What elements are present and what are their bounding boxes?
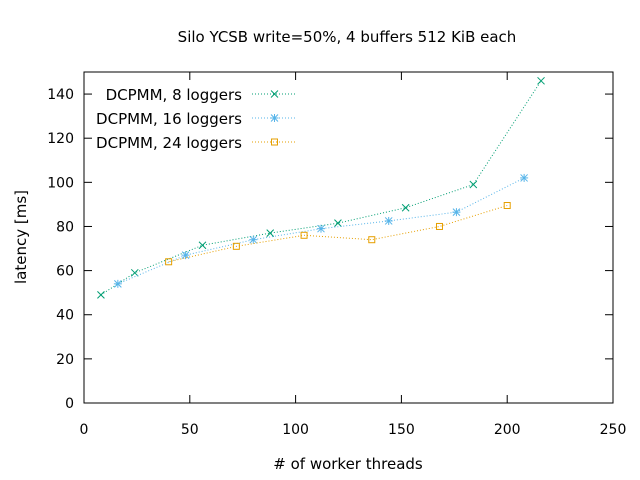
data-point xyxy=(232,242,240,250)
data-point xyxy=(435,222,443,230)
series-layer xyxy=(97,76,545,299)
x-tick-label: 200 xyxy=(494,422,521,438)
data-point xyxy=(316,224,325,233)
data-point xyxy=(266,229,275,237)
x-axis: 0 50 100 150 200 250 xyxy=(80,72,627,438)
x-tick-label: 150 xyxy=(388,422,415,438)
data-point xyxy=(334,219,342,228)
y-tick-label: 80 xyxy=(56,219,74,235)
data-point xyxy=(368,236,376,244)
x-tick-label: 250 xyxy=(600,422,627,438)
legend-entry: DCPMM, 8 loggers xyxy=(106,86,243,104)
legend-entry: DCPMM, 24 loggers xyxy=(96,134,242,152)
plot-frame xyxy=(83,71,614,404)
series-line xyxy=(100,80,542,296)
data-point xyxy=(503,202,511,210)
data-point xyxy=(384,216,393,225)
y-tick-label: 120 xyxy=(47,131,74,147)
data-point xyxy=(401,203,410,212)
x-tick-label: 100 xyxy=(282,422,309,438)
data-point xyxy=(271,138,278,146)
data-point xyxy=(469,180,478,189)
data-point xyxy=(97,291,105,299)
y-tick-label: 0 xyxy=(65,396,74,412)
data-point xyxy=(113,279,122,288)
chart-title: Silo YCSB write=50%, 4 buffers 512 KiB e… xyxy=(178,28,517,46)
data-point xyxy=(181,251,190,260)
y-tick-label: 20 xyxy=(56,352,74,368)
y-axis: 0 20 40 60 80 100 120 140 xyxy=(47,87,613,412)
data-point xyxy=(165,258,173,266)
legend: DCPMM, 8 loggers DCPMM, 16 loggers DCPMM, … xyxy=(96,86,297,152)
data-point xyxy=(300,231,308,239)
y-tick-label: 100 xyxy=(47,175,74,191)
y-tick-label: 140 xyxy=(47,87,74,103)
data-point xyxy=(270,114,279,122)
data-point xyxy=(537,76,545,85)
data-point xyxy=(198,241,207,250)
legend-entry: DCPMM, 16 loggers xyxy=(96,110,242,128)
data-point xyxy=(270,90,279,98)
x-tick-label: 0 xyxy=(80,422,89,438)
series-line xyxy=(168,205,508,263)
y-axis-label: latency [ms] xyxy=(12,190,30,284)
y-tick-label: 60 xyxy=(56,264,74,280)
x-tick-label: 50 xyxy=(181,422,199,438)
data-point xyxy=(249,235,258,244)
x-axis-label: # of worker threads xyxy=(273,455,423,473)
data-point xyxy=(452,208,461,217)
y-tick-label: 40 xyxy=(56,308,74,324)
data-point xyxy=(520,173,529,182)
